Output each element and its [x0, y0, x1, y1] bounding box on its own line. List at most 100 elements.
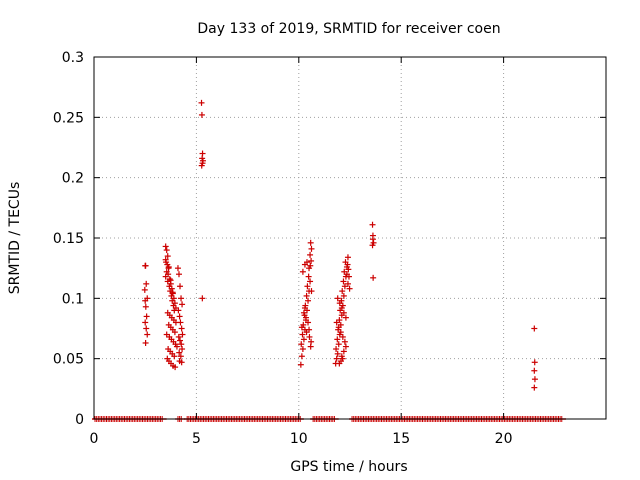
chart-title: Day 133 of 2019, SRMTID for receiver coe… — [197, 21, 500, 37]
grid-lines — [94, 57, 606, 419]
data-point — [333, 346, 340, 353]
data-point — [306, 333, 313, 340]
data-point — [334, 336, 341, 343]
data-point — [531, 367, 538, 374]
data-point — [339, 288, 346, 295]
data-point — [178, 359, 185, 366]
data-point — [176, 313, 183, 320]
data-point — [299, 346, 306, 353]
data-point — [175, 271, 182, 278]
data-point — [298, 324, 305, 331]
y-tick-label: 0.1 — [62, 291, 84, 307]
data-point — [307, 262, 314, 269]
data-point — [308, 257, 315, 264]
data-point — [300, 309, 307, 316]
data-point — [340, 309, 347, 316]
data-point — [531, 384, 538, 391]
data-point — [174, 265, 181, 272]
data-point — [171, 329, 178, 336]
data-point — [340, 278, 347, 285]
data-points — [141, 99, 538, 391]
data-point — [334, 295, 341, 302]
data-point — [333, 355, 340, 362]
data-point — [171, 353, 178, 360]
data-point — [341, 338, 348, 345]
data-point — [305, 297, 312, 304]
data-point — [531, 325, 538, 332]
data-point — [531, 376, 538, 383]
x-tick-labels: 0 5 10 15 20 — [90, 431, 513, 447]
data-point — [142, 339, 149, 346]
data-point — [307, 251, 314, 258]
data-point — [345, 266, 352, 273]
data-point — [175, 333, 182, 340]
data-point — [338, 304, 345, 311]
data-point — [306, 326, 313, 333]
data-point — [346, 285, 353, 292]
data-point — [173, 343, 180, 350]
data-point — [337, 329, 344, 336]
y-tick-label: 0.15 — [53, 231, 84, 247]
data-point — [308, 288, 315, 295]
data-point — [177, 319, 184, 326]
data-point — [143, 313, 150, 320]
data-point — [303, 292, 310, 299]
data-point — [199, 295, 206, 302]
data-point — [163, 247, 170, 254]
data-point — [297, 361, 304, 368]
data-point — [164, 253, 171, 260]
data-point — [298, 353, 305, 360]
data-point — [307, 278, 314, 285]
data-point — [179, 301, 186, 308]
data-point — [162, 243, 169, 250]
data-point — [369, 221, 376, 228]
data-point — [178, 295, 185, 302]
x-tick-label: 5 — [192, 431, 201, 447]
y-tick-labels: 0 0.05 0.1 0.15 0.2 0.25 0.3 — [53, 50, 84, 428]
data-point — [143, 280, 150, 287]
data-point — [304, 283, 311, 290]
data-point — [178, 325, 185, 332]
data-point — [142, 262, 149, 269]
data-point — [301, 304, 308, 311]
data-point — [179, 331, 186, 338]
data-point — [531, 359, 538, 366]
data-point — [340, 292, 347, 299]
data-point — [178, 341, 185, 348]
data-point — [198, 162, 205, 169]
data-point — [179, 346, 186, 353]
data-point — [198, 99, 205, 106]
data-point — [341, 283, 348, 290]
data-point — [307, 343, 314, 350]
data-point — [169, 289, 176, 296]
data-point — [305, 319, 312, 326]
data-point — [299, 268, 306, 275]
data-point — [298, 341, 305, 348]
data-point — [299, 331, 306, 338]
data-point — [162, 273, 169, 280]
data-point — [177, 337, 184, 344]
x-tick-label: 20 — [495, 431, 513, 447]
data-point — [164, 278, 171, 285]
data-point — [305, 273, 312, 280]
data-point — [144, 331, 151, 338]
data-point — [141, 286, 148, 293]
data-point — [334, 350, 341, 357]
data-point — [142, 297, 149, 304]
y-axis-label: SRMTID / TECUs — [7, 182, 23, 295]
y-tick-label: 0.25 — [53, 110, 84, 126]
data-point — [342, 343, 349, 350]
data-point — [142, 303, 149, 310]
data-point — [370, 274, 377, 281]
x-tick-label: 10 — [290, 431, 308, 447]
y-tick-label: 0.2 — [62, 171, 84, 187]
data-point — [162, 256, 169, 263]
data-point — [333, 319, 340, 326]
data-point — [336, 300, 343, 307]
data-point — [342, 314, 349, 321]
data-point — [165, 265, 172, 272]
data-point — [300, 336, 307, 343]
data-point — [143, 325, 150, 332]
data-point — [302, 314, 309, 321]
y-tick-label: 0.3 — [62, 50, 84, 66]
